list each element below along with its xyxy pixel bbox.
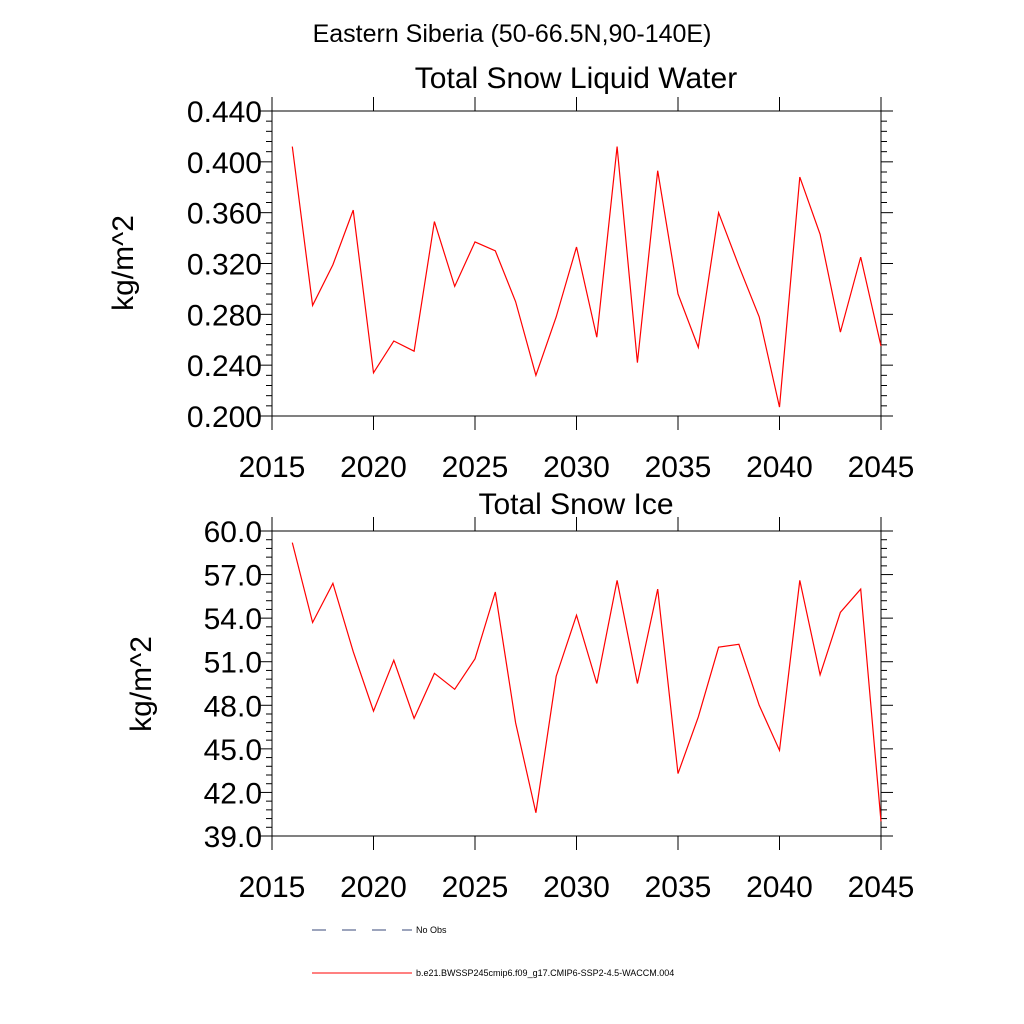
snow-ice-panel: Total Snow Ice kg/m^2 2015 2020 2025 2030 20… [125,488,914,904]
legend: No Obs b.e21.BWSSP245cmip6.f09_g17.CMIP6… [312,925,674,978]
x-tick-label: 2020 [340,451,407,484]
x-tick-label: 2035 [645,871,712,904]
x-tick-label: 2025 [442,871,509,904]
y-tick-label: 0.440 [187,96,262,129]
y-tick-label: 0.400 [187,147,262,180]
y-tick-label: 48.0 [204,690,262,723]
series-line [291,146,882,408]
y-tick-label: 0.280 [187,299,262,332]
y-tick-label: 0.200 [187,401,262,434]
y-tick-label: 42.0 [204,777,262,810]
y-tick-label: 39.0 [204,821,262,854]
x-tick-label: 2040 [746,451,813,484]
y-tick-label: 0.240 [187,350,262,383]
chart-title: Total Snow Liquid Water [415,62,737,95]
x-tick-label: 2025 [442,451,509,484]
x-tick-label: 2020 [340,871,407,904]
y-tick-label: 57.0 [204,560,262,593]
y-tick-label: 0.320 [187,249,262,282]
x-tick-label: 2030 [543,871,610,904]
x-tick-label: 2015 [239,451,306,484]
legend-label-no-obs: No Obs [416,925,447,935]
y-tick-label: 45.0 [204,734,262,767]
series-line [291,542,882,822]
x-tick-label: 2030 [543,451,610,484]
y-tick-label: 51.0 [204,647,262,680]
y-axis-label: kg/m^2 [125,636,158,732]
y-tick-label: 54.0 [204,603,262,636]
x-tick-label: 2035 [645,451,712,484]
x-tick-label: 2045 [848,871,915,904]
x-tick-label: 2015 [239,871,306,904]
x-tick-label: 2045 [848,451,915,484]
x-tick-label: 2040 [746,871,813,904]
snow-liquid-water-panel: Total Snow Liquid Water kg/m^2 2015 2020 2… [107,62,914,484]
y-tick-label: 0.360 [187,198,262,231]
chart-title: Total Snow Ice [478,488,673,521]
region-title: Eastern Siberia (50-66.5N,90-140E) [313,20,712,48]
legend-label-model: b.e21.BWSSP245cmip6.f09_g17.CMIP6-SSP2-4… [416,968,674,978]
y-axis-label: kg/m^2 [107,215,140,311]
y-tick-label: 60.0 [204,516,262,549]
